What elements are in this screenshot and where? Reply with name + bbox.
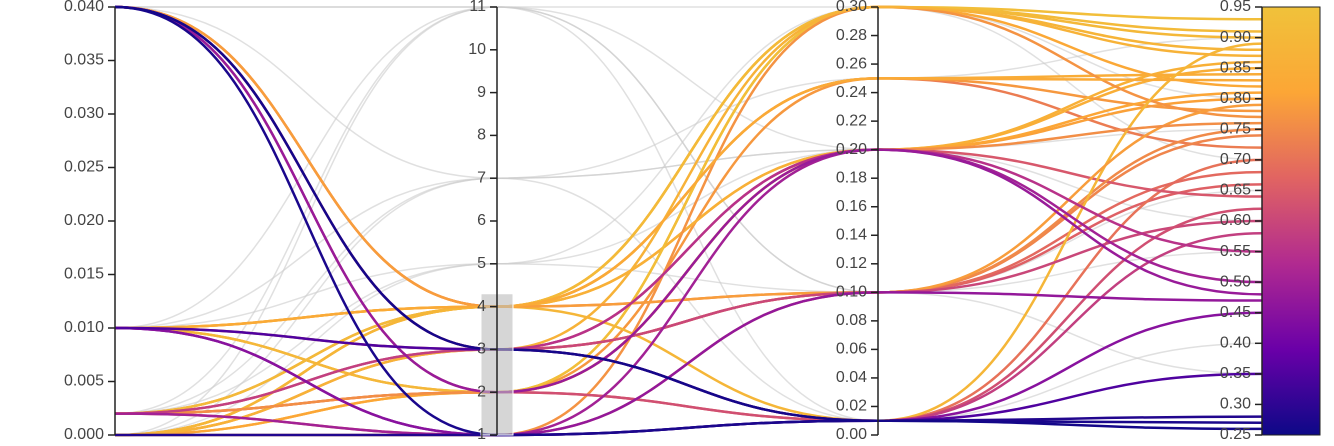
tick-label: 0.10 bbox=[836, 284, 867, 301]
tick-label: 0.030 bbox=[64, 105, 104, 122]
tick-label: 8 bbox=[477, 127, 486, 144]
tick-label: 0.14 bbox=[836, 226, 867, 243]
tick-label: 10 bbox=[468, 41, 486, 58]
tick-label: 0.015 bbox=[64, 266, 104, 283]
tick-label: 0.18 bbox=[836, 169, 867, 186]
tick-label: 0.90 bbox=[1220, 29, 1251, 46]
tick-label: 0.35 bbox=[1220, 365, 1251, 382]
tick-label: 0.30 bbox=[836, 0, 867, 15]
data-line bbox=[114, 5, 1263, 422]
tick-label: 7 bbox=[477, 169, 486, 186]
data-line bbox=[114, 6, 1263, 329]
data-line bbox=[114, 5, 1263, 431]
tick-label: 0.26 bbox=[836, 55, 867, 72]
colorbar bbox=[1261, 6, 1321, 436]
tick-label: 0.16 bbox=[836, 198, 867, 215]
tick-label: 3 bbox=[477, 341, 486, 358]
tick-label: 0.04 bbox=[836, 369, 867, 386]
tick-label: 0.75 bbox=[1220, 121, 1251, 138]
data-line bbox=[114, 5, 1263, 394]
tick-label: 0.65 bbox=[1220, 182, 1251, 199]
data-line bbox=[114, 5, 1263, 415]
tick-label: 0.30 bbox=[1220, 396, 1251, 413]
data-line bbox=[114, 42, 1263, 437]
tick-label: 0.040 bbox=[64, 0, 104, 15]
tick-label: 0.80 bbox=[1220, 90, 1251, 107]
tick-label: 0.00 bbox=[836, 426, 867, 441]
data-line bbox=[114, 6, 1263, 415]
tick-label: 0.020 bbox=[64, 212, 104, 229]
tick-label: 0.50 bbox=[1220, 273, 1251, 290]
tick-label: 0.02 bbox=[836, 398, 867, 415]
tick-label: 0.24 bbox=[836, 84, 867, 101]
data-line bbox=[114, 5, 1263, 437]
tick-label: 0.005 bbox=[64, 373, 104, 390]
tick-label: 0.95 bbox=[1220, 0, 1251, 15]
tick-label: 0.60 bbox=[1220, 212, 1251, 229]
tick-label: 0.08 bbox=[836, 312, 867, 329]
tick-label: 11 bbox=[469, 0, 486, 15]
tick-label: 0.025 bbox=[64, 159, 104, 176]
data-line bbox=[114, 6, 1263, 375]
lines bbox=[114, 5, 1263, 437]
tick-label: 0.28 bbox=[836, 27, 867, 44]
data-line bbox=[114, 148, 1263, 437]
tick-label: 6 bbox=[477, 212, 486, 229]
data-line bbox=[114, 5, 1263, 437]
tick-label: 0.40 bbox=[1220, 335, 1251, 352]
tick-label: 0.000 bbox=[64, 426, 104, 441]
tick-label: 0.70 bbox=[1220, 151, 1251, 168]
tick-label: 0.010 bbox=[64, 319, 104, 336]
tick-label: 0.035 bbox=[64, 52, 104, 69]
data-line bbox=[114, 291, 1263, 437]
data-line bbox=[114, 77, 1263, 330]
tick-label: 5 bbox=[477, 255, 486, 272]
data-line bbox=[114, 5, 1263, 308]
tick-label: 0.55 bbox=[1220, 243, 1251, 260]
tick-label: 0.25 bbox=[1220, 426, 1251, 441]
tick-label: 4 bbox=[477, 298, 486, 315]
tick-label: 0.45 bbox=[1220, 304, 1251, 321]
data-line bbox=[114, 36, 1263, 415]
data-line bbox=[114, 128, 1263, 415]
tick-label: 1 bbox=[477, 426, 486, 441]
tick-label: 0.85 bbox=[1220, 59, 1251, 76]
tick-label: 2 bbox=[477, 383, 486, 400]
tick-label: 0.20 bbox=[836, 141, 867, 158]
tick-label: 0.22 bbox=[836, 112, 867, 129]
axes: 0.0000.0050.0100.0150.0200.0250.0300.035… bbox=[64, 0, 1321, 443]
tick-label: 0.06 bbox=[836, 341, 867, 358]
data-line bbox=[114, 6, 1263, 422]
tick-label: 0.12 bbox=[836, 255, 867, 272]
tick-label: 9 bbox=[477, 84, 486, 101]
